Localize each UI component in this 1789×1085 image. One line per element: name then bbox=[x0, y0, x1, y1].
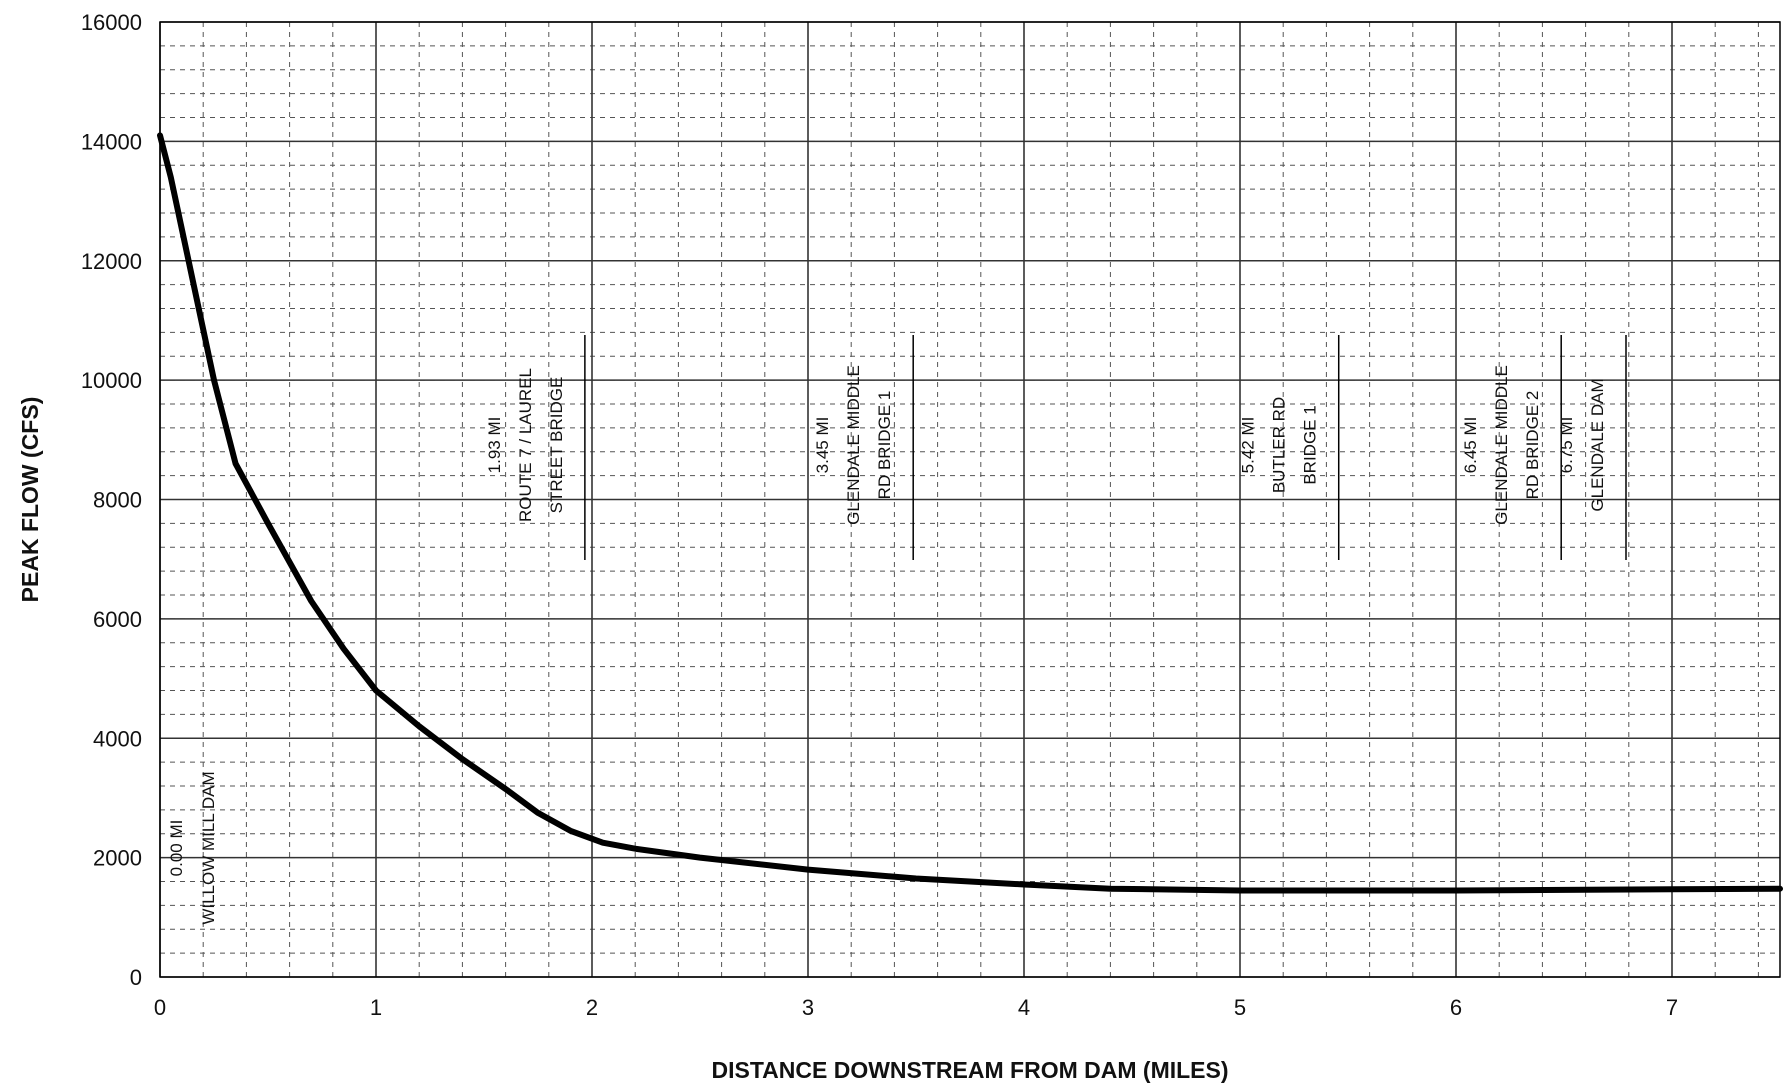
y-tick-label: 10000 bbox=[81, 368, 142, 393]
annotation-label: GLENDALE MIDDLE bbox=[1492, 365, 1511, 525]
x-tick-label: 2 bbox=[586, 995, 598, 1020]
y-tick-label: 6000 bbox=[93, 607, 142, 632]
y-tick-label: 14000 bbox=[81, 129, 142, 154]
y-axis-title: PEAK FLOW (CFS) bbox=[17, 397, 43, 603]
annotation-label: RD BRIDGE 2 bbox=[1523, 391, 1542, 500]
annotation-label: STREET BRIDGE bbox=[547, 377, 566, 514]
plot-frame bbox=[159, 21, 1781, 978]
annotation-label: 1.93 MI bbox=[485, 417, 504, 474]
annotation-label: 6.75 MI bbox=[1557, 417, 1576, 474]
x-tick-label: 6 bbox=[1450, 995, 1462, 1020]
annotation-label: 6.45 MI bbox=[1461, 417, 1480, 474]
x-tick-label: 7 bbox=[1666, 995, 1678, 1020]
annotation-label: WILLOW MILL DAM bbox=[199, 771, 218, 924]
x-axis-title: DISTANCE DOWNSTREAM FROM DAM (MILES) bbox=[711, 1057, 1228, 1083]
annotation-label: 5.42 MI bbox=[1239, 417, 1258, 474]
annotation-label: 0.00 MI bbox=[167, 820, 186, 877]
annotation-label: RD BRIDGE 1 bbox=[875, 391, 894, 500]
y-tick-labels: 0 2000 4000 6000 8000 10000 12000 14000 16000 bbox=[81, 10, 142, 990]
y-tick-label: 2000 bbox=[93, 846, 142, 871]
y-tick-label: 16000 bbox=[81, 10, 142, 35]
y-tick-label: 0 bbox=[130, 965, 142, 990]
annotation-group: 1.93 MI ROUTE 7 / LAUREL STREET BRIDGE bbox=[485, 335, 586, 560]
y-tick-label: 4000 bbox=[93, 726, 142, 751]
x-tick-label: 1 bbox=[370, 995, 382, 1020]
x-tick-label: 3 bbox=[802, 995, 814, 1020]
annotation-group: 3.45 MI GLENDALE MIDDLE RD BRIDGE 1 bbox=[813, 335, 914, 560]
annotation-label: GLENDALE DAM bbox=[1588, 378, 1607, 511]
x-tick-label: 0 bbox=[154, 995, 166, 1020]
annotation-label: BUTLER RD bbox=[1270, 397, 1289, 493]
x-tick-label: 4 bbox=[1018, 995, 1030, 1020]
annotation-group: 6.45 MI GLENDALE MIDDLE RD BRIDGE 2 bbox=[1461, 335, 1562, 560]
annotation-label: ROUTE 7 / LAUREL bbox=[516, 368, 535, 522]
x-tick-labels: 0 1 2 3 4 5 6 7 bbox=[154, 995, 1678, 1020]
annotation-group: 6.75 MI GLENDALE DAM bbox=[1557, 335, 1627, 560]
annotation-label: BRIDGE 1 bbox=[1301, 405, 1320, 484]
x-tick-label: 5 bbox=[1234, 995, 1246, 1020]
annotation-label: 3.45 MI bbox=[813, 417, 832, 474]
y-tick-label: 12000 bbox=[81, 249, 142, 274]
y-tick-label: 8000 bbox=[93, 488, 142, 513]
annotation-group: 5.42 MI BUTLER RD BRIDGE 1 bbox=[1239, 335, 1340, 560]
annotation-group: 0.00 MI WILLOW MILL DAM bbox=[167, 771, 218, 924]
annotations: 0.00 MI WILLOW MILL DAM 1.93 MI ROUTE 7 / L… bbox=[167, 335, 1627, 925]
annotation-label: GLENDALE MIDDLE bbox=[844, 365, 863, 525]
series-line-peak-flow bbox=[157, 132, 1783, 894]
